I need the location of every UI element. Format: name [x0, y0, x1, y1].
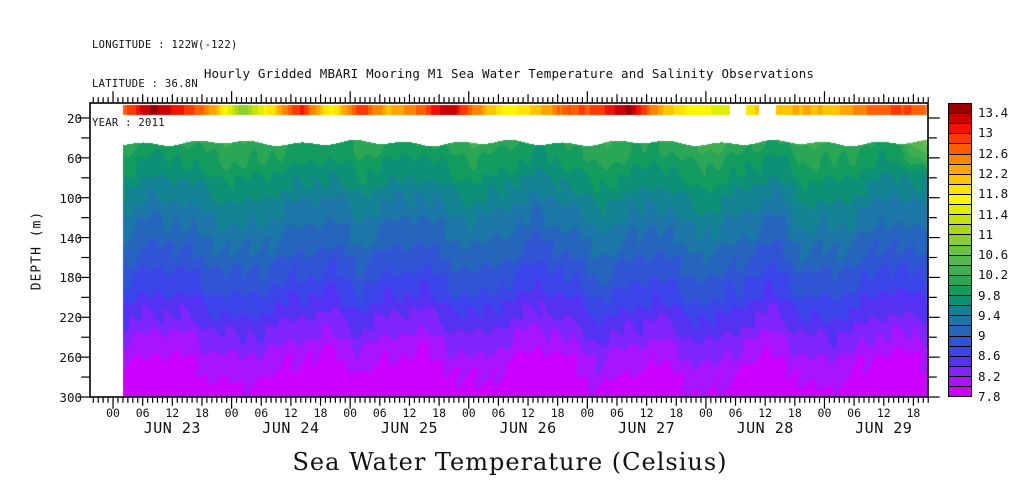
- colorbar-cell: [949, 254, 971, 265]
- colorbar-cell: [949, 204, 971, 215]
- colorbar-cell: [949, 305, 971, 316]
- colorbar-cell: [949, 143, 971, 154]
- colorbar-cell: [949, 183, 971, 194]
- y-axis-title: DEPTH (m): [29, 210, 45, 291]
- header-latitude: LATITUDE : 36.8N: [92, 78, 198, 90]
- colorbar-cell: [949, 345, 971, 356]
- colorbar-cell: [949, 153, 971, 164]
- colorbar-cell: [949, 284, 971, 296]
- colorbar-cell: [949, 234, 971, 245]
- colorbar-cell: [949, 335, 971, 346]
- colorbar-cell: [949, 193, 971, 205]
- colorbar-cell: [949, 386, 971, 397]
- header-info: LONGITUDE : 122W(-122) LATITUDE : 36.8N …: [92, 13, 238, 156]
- colorbar-cell: [949, 123, 971, 134]
- colorbar-cell: [949, 315, 971, 326]
- colorbar-cell: [949, 375, 971, 387]
- colorbar-cell: [949, 274, 971, 285]
- header-year: YEAR : 2011: [92, 117, 165, 129]
- colorbar: [948, 103, 972, 397]
- colorbar-cell: [949, 224, 971, 235]
- bottom-title: Sea Water Temperature (Celsius): [292, 448, 728, 476]
- colorbar-cell: [949, 325, 971, 336]
- colorbar-cell: [949, 163, 971, 174]
- colorbar-cell: [949, 295, 971, 306]
- colorbar-cell: [949, 244, 971, 255]
- colorbar-cell: [949, 133, 971, 144]
- colorbar-cell: [949, 113, 971, 124]
- colorbar-cell: [949, 214, 971, 225]
- plot-frame: [89, 102, 929, 398]
- colorbar-cell: [949, 365, 971, 376]
- plot-title: Hourly Gridded MBARI Mooring M1 Sea Wate…: [203, 66, 815, 81]
- colorbar-cell: [949, 104, 971, 114]
- colorbar-cell: [949, 173, 971, 184]
- colorbar-cell: [949, 355, 971, 366]
- colorbar-cell: [949, 264, 971, 275]
- header-longitude: LONGITUDE : 122W(-122): [92, 39, 238, 51]
